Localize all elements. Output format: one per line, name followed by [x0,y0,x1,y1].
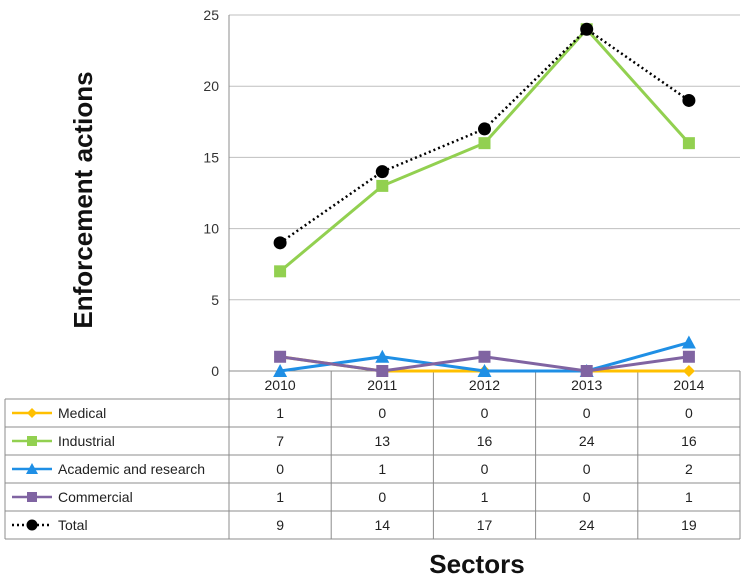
x-tick-label: 2010 [265,377,296,393]
series-lines [273,22,696,377]
data-point [478,350,491,363]
table-cell: 0 [378,489,386,505]
data-point [682,350,695,363]
data-point [580,365,593,377]
table-cell: 0 [583,489,591,505]
y-tick-label: 25 [203,7,219,23]
data-point [273,236,287,250]
legend-label: Commercial [58,489,133,505]
legend-key-marker [27,436,37,446]
data-point [580,22,594,36]
legend-key-marker [27,408,37,418]
series-line [279,26,691,273]
data-point [274,265,287,278]
table-cell: 0 [378,405,386,421]
x-tick-label: 2011 [367,377,397,393]
y-tick-label: 0 [211,363,219,379]
table-cell: 14 [375,517,391,533]
legend-key-marker [26,463,38,474]
table-cell: 0 [481,405,489,421]
data-point [478,137,491,150]
y-tick-label: 10 [203,221,219,237]
table-cell: 1 [685,489,693,505]
table-cell: 16 [681,433,697,449]
table-cell: 24 [579,433,595,449]
table-cell: 2 [685,461,693,477]
data-point [477,364,492,377]
table-cell: 1 [276,405,284,421]
y-axis-label: Enforcement actions [68,71,98,328]
data-point [478,122,491,136]
data-point [273,364,288,377]
legend-label: Industrial [58,433,115,449]
data-point [376,365,389,377]
table-cell: 0 [685,405,693,421]
x-axis-label: Sectors [429,549,524,579]
legend-label: Total [58,517,88,533]
table-cell: 1 [276,489,284,505]
series-line [279,27,690,244]
legend-key-marker [26,519,38,531]
x-tick-label: 2012 [469,377,500,393]
data-point [682,365,695,377]
data-point [375,349,390,363]
table-cell: 17 [477,517,493,533]
table-cell: 13 [375,433,391,449]
data-point [375,165,389,179]
table-cell: 0 [276,461,284,477]
x-tick-label: 2014 [673,377,704,393]
table-cell: 16 [477,433,493,449]
y-axis-ticks: 0 5 10 15 20 25 [203,7,219,379]
table-cell: 0 [481,461,489,477]
table-cell: 1 [378,461,386,477]
table-cell: 0 [583,461,591,477]
legend-key-marker [27,492,37,502]
data-point [682,137,695,150]
legend-label: Academic and research [58,461,205,477]
data-point [376,179,389,192]
x-tick-label: 2013 [571,377,602,393]
legend-label: Medical [58,405,106,421]
table-cell: 24 [579,517,595,533]
y-tick-label: 5 [211,292,219,308]
table-cell: 1 [481,489,489,505]
data-point [681,335,696,349]
table-cell: 0 [583,405,591,421]
table-cell: 9 [276,517,284,533]
table-cell: 7 [276,433,284,449]
table-cell: 19 [681,517,697,533]
data-point [274,350,287,363]
y-tick-label: 20 [203,78,219,94]
y-tick-label: 15 [203,149,219,165]
data-point [682,93,696,107]
gridlines [229,14,740,372]
